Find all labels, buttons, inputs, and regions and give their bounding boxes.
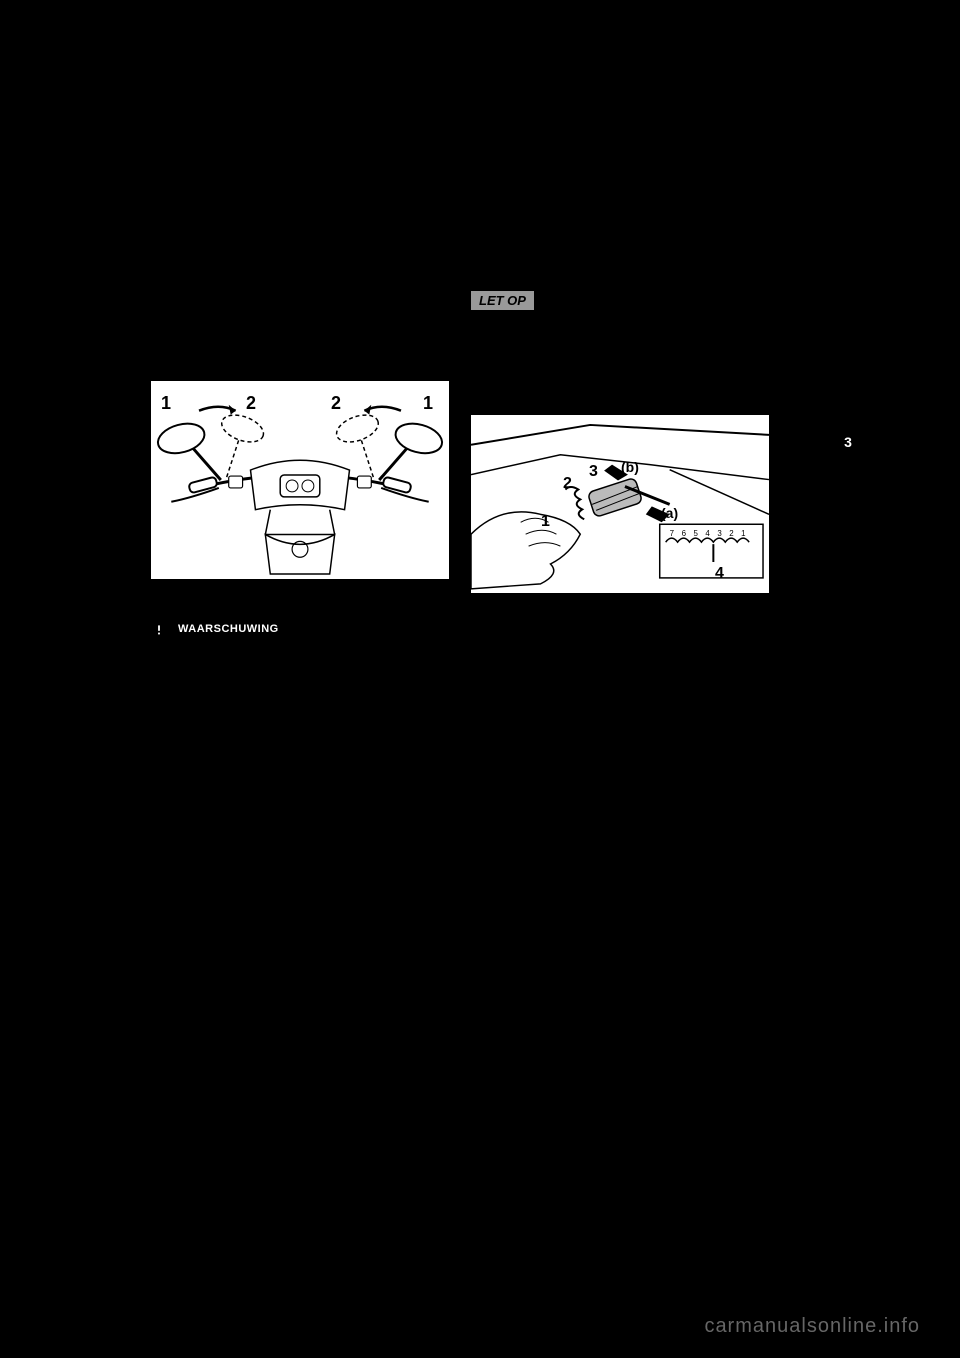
svg-text:1: 1 — [741, 529, 746, 538]
svg-text:5: 5 — [693, 529, 698, 538]
figure-adjuster: 7 6 5 4 3 2 1 1 2 3 (a) (b) 4 — [470, 414, 770, 594]
svg-text:7: 7 — [670, 529, 675, 538]
warning-label: WAARSCHUWING — [172, 621, 285, 637]
callout-1-left: 1 — [161, 393, 171, 414]
caution-rule — [543, 300, 723, 301]
callout-2-right: 2 — [331, 393, 341, 414]
section-tab: 3 — [836, 430, 860, 454]
figure-mirrors-svg — [151, 381, 449, 579]
figure-adjuster-svg: 7 6 5 4 3 2 1 — [471, 415, 769, 594]
callout-fig2-2: 2 — [563, 475, 572, 493]
footer-watermark: carmanualsonline.info — [704, 1315, 920, 1338]
callout-fig2-a: (a) — [661, 505, 678, 521]
warning-heading: WAARSCHUWING — [150, 620, 450, 638]
callout-fig2-3: 3 — [589, 463, 598, 481]
callout-1-right: 1 — [423, 393, 433, 414]
caution-label: LET OP — [470, 290, 535, 311]
svg-text:4: 4 — [705, 529, 710, 538]
svg-text:6: 6 — [682, 529, 687, 538]
section-rule-left — [150, 658, 450, 661]
manual-page: 3 — [150, 290, 810, 1070]
svg-text:2: 2 — [729, 529, 734, 538]
right-column: LET OP — [470, 290, 770, 594]
warning-rule — [289, 629, 450, 630]
callout-fig2-b: (b) — [621, 459, 639, 475]
warning-triangle-icon — [150, 620, 168, 638]
section-rule-right — [470, 371, 770, 374]
callout-2-left: 2 — [246, 393, 256, 414]
caution-heading: LET OP — [470, 290, 770, 311]
callout-fig2-4: 4 — [715, 565, 724, 583]
svg-text:3: 3 — [717, 529, 722, 538]
figure-mirrors: 1 2 2 1 — [150, 380, 450, 580]
callout-fig2-1: 1 — [541, 513, 550, 531]
left-column: 1 2 2 1 WAARSCHUWING — [150, 290, 450, 681]
